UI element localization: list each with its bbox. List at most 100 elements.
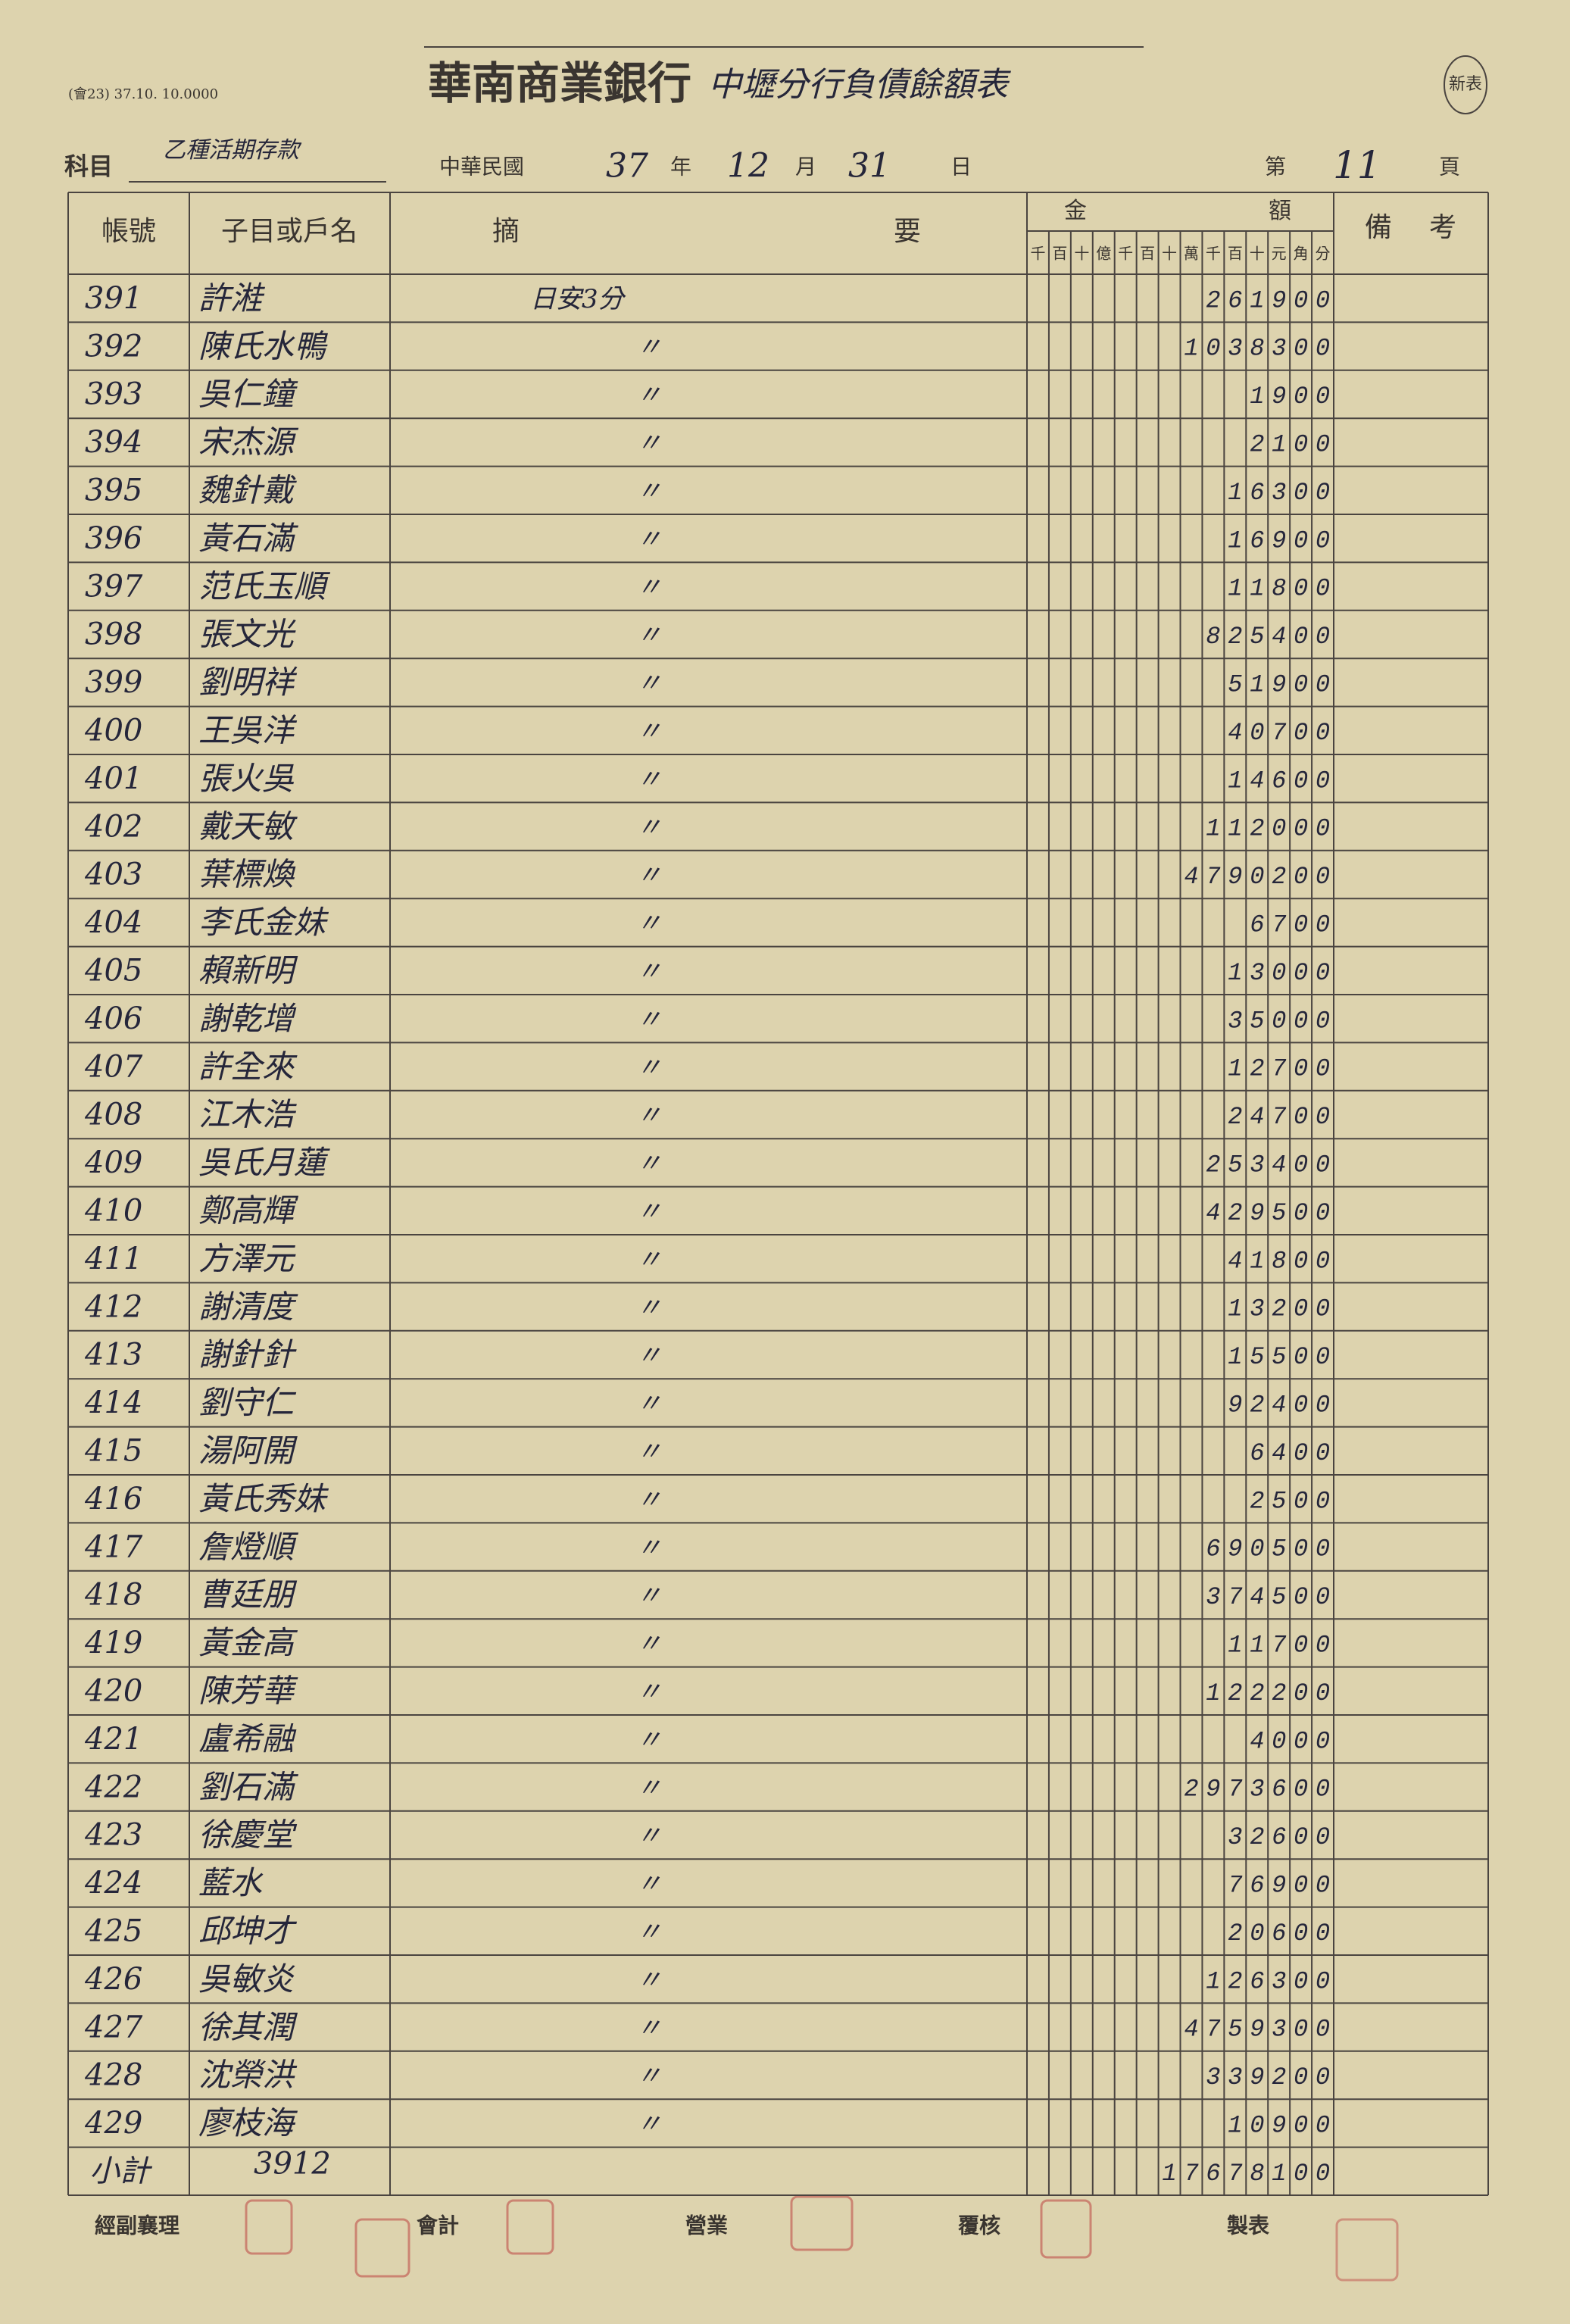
account-name: 黃金高 [198, 1624, 298, 1661]
account-number: 426 [84, 1962, 142, 1997]
header-summary: 要 [894, 216, 921, 247]
account-name: 黃石滿 [198, 520, 299, 557]
account-number: 415 [84, 1433, 142, 1468]
account-number: 427 [84, 2010, 143, 2044]
digit-header: 角 [1294, 245, 1309, 263]
summary: 〃 [636, 1341, 662, 1371]
account-number: 397 [85, 569, 143, 604]
summary: 〃 [636, 476, 662, 506]
account-name: 張文光 [198, 616, 296, 653]
signature-label: 製表 [1227, 2213, 1269, 2238]
summary: 〃 [636, 620, 662, 651]
summary: 〃 [636, 1965, 662, 1995]
account-name: 吳仁鐘 [198, 376, 298, 413]
summary: 〃 [636, 1101, 662, 1131]
seal [1040, 2199, 1092, 2259]
account-number: 400 [84, 713, 142, 748]
date-prefix: 中華民國 [439, 155, 524, 180]
seal [245, 2199, 293, 2255]
account-name: 詹燈順 [198, 1528, 299, 1565]
account-name: 李氏金妹 [198, 904, 329, 941]
account-name: 盧希融 [198, 1720, 297, 1757]
account-number: 418 [84, 1578, 142, 1613]
digit-header: 百 [1140, 245, 1155, 263]
summary: 〃 [636, 524, 662, 554]
account-number: 409 [84, 1145, 142, 1180]
digit-header: 百 [1052, 245, 1067, 263]
account-name: 許溎 [198, 280, 266, 317]
signature-label: 覆核 [958, 2213, 1000, 2238]
page-prefix: 第 [1265, 155, 1286, 180]
subtotal-count: 3912 [254, 2146, 331, 2181]
account-number: 414 [84, 1385, 142, 1420]
header-remark: 考 [1429, 212, 1456, 243]
summary: 〃 [636, 2109, 662, 2139]
summary: 〃 [636, 1245, 662, 1275]
account-name: 張火吳 [198, 760, 295, 797]
account-number: 394 [85, 425, 142, 460]
account-name: 劉石滿 [198, 1768, 299, 1805]
account-number: 423 [84, 1818, 142, 1853]
digit-header: 十 [1162, 245, 1177, 263]
subject-label: 科目 [64, 152, 113, 181]
summary: 〃 [636, 716, 662, 746]
account-name: 魏針戴 [198, 471, 297, 508]
account-number: 401 [84, 761, 142, 796]
account-number: 406 [84, 1001, 142, 1036]
summary: 〃 [636, 572, 662, 602]
summary: 〃 [636, 1485, 662, 1515]
summary: 〃 [636, 1581, 662, 1611]
account-name: 戴天敏 [198, 807, 298, 845]
header-summary: 摘 [492, 216, 520, 247]
header-name: 子目或戶名 [221, 216, 357, 247]
subtotal-label: 小計 [89, 2154, 153, 2188]
summary: 〃 [636, 1196, 662, 1226]
account-number: 392 [85, 329, 142, 364]
summary: 〃 [636, 2013, 662, 2043]
summary: 〃 [636, 1388, 662, 1419]
summary: 〃 [636, 1436, 662, 1467]
account-name: 謝針針 [198, 1336, 297, 1373]
account-number: 396 [85, 521, 142, 556]
form-code: (會23) 37.10. 10.0000 [68, 86, 218, 102]
seal [1335, 2218, 1399, 2282]
header-amount: 金 [1064, 198, 1087, 224]
header-amount: 額 [1269, 198, 1291, 224]
summary: 〃 [636, 1676, 662, 1707]
summary: 〃 [636, 1004, 662, 1035]
header-account: 帳號 [101, 216, 156, 247]
account-name: 陳氏水鴨 [198, 327, 328, 364]
summary: 〃 [636, 908, 662, 939]
digit-header: 億 [1096, 245, 1111, 263]
account-name: 許全來 [198, 1048, 298, 1085]
summary: 〃 [636, 428, 662, 458]
seal [790, 2195, 854, 2251]
account-name: 沈榮洪 [198, 2057, 298, 2094]
account-number: 420 [84, 1673, 142, 1708]
account-name: 謝乾增 [198, 1000, 297, 1037]
account-name: 廖枝海 [198, 2104, 298, 2141]
digit-header: 分 [1316, 245, 1331, 263]
account-name: 陳芳華 [198, 1672, 298, 1709]
account-name: 徐慶堂 [198, 1816, 298, 1854]
account-number: 407 [84, 1049, 143, 1084]
summary: 〃 [636, 668, 662, 698]
summary: 〃 [636, 1725, 662, 1755]
day-unit: 日 [950, 155, 972, 180]
summary: 〃 [636, 1292, 662, 1323]
account-name: 謝清度 [198, 1288, 298, 1325]
digit-header: 千 [1118, 245, 1133, 263]
account-number: 399 [85, 665, 142, 700]
summary: 〃 [636, 1821, 662, 1851]
account-name: 曹廷朋 [198, 1576, 298, 1613]
account-number: 391 [85, 281, 142, 316]
account-name: 江木浩 [198, 1096, 297, 1133]
form-mark: 新表 [1449, 75, 1482, 94]
account-number: 429 [84, 2106, 142, 2141]
signatures [245, 2195, 1399, 2282]
account-number: 416 [84, 1482, 142, 1517]
summary: 〃 [636, 2061, 662, 2091]
account-number: 428 [84, 2058, 142, 2093]
